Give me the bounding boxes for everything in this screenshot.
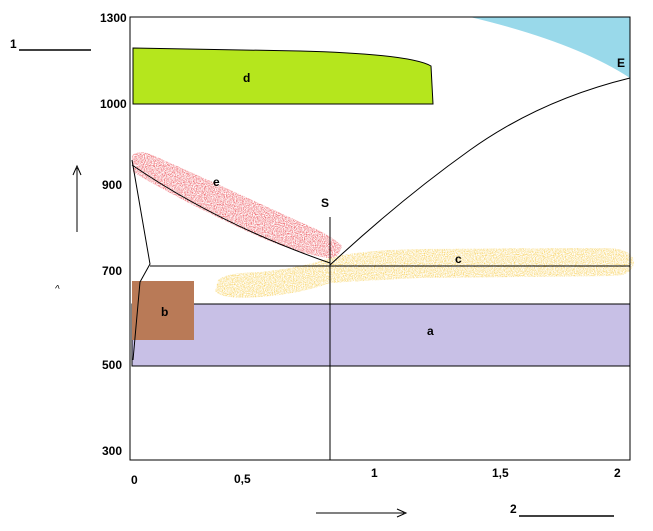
stray-mark: ^ [54,284,60,296]
point-e-label: E [617,56,625,70]
region-c [215,248,634,298]
y-axis-arrow-icon [72,164,82,232]
region-a-label: a [427,324,434,338]
y-tick-900: 900 [102,178,122,192]
line-left-boundary [131,159,151,361]
region-e [132,152,342,259]
y-tick-300: 300 [102,444,122,458]
region-c-label: c [455,252,462,266]
x-tick-1: 1 [371,466,378,480]
x-tick-0: 0 [131,473,138,487]
x-tick-2: 2 [614,466,621,480]
y-tick-1000: 1000 [100,97,127,111]
x-tick-1-5: 1,5 [492,466,509,480]
region-a [131,303,631,367]
line-s-to-e [329,77,631,266]
blank-label-1: 1 [10,37,17,51]
x-tick-0-5: 0,5 [234,472,251,486]
region-b [132,281,194,340]
region-b-label: b [161,305,168,319]
blank-label-2: 2 [510,502,517,516]
point-s-label: S [321,196,329,210]
region-d [132,47,434,105]
x-axis-arrow-icon [316,508,408,518]
region-d-label: d [243,71,250,85]
plot-frame [129,16,631,461]
region-e-label: e [213,175,220,189]
y-tick-1300: 1300 [100,11,127,25]
y-tick-500: 500 [102,358,122,372]
y-tick-700: 700 [102,264,122,278]
line-upper-curve [131,164,331,264]
corner-region [470,17,630,78]
